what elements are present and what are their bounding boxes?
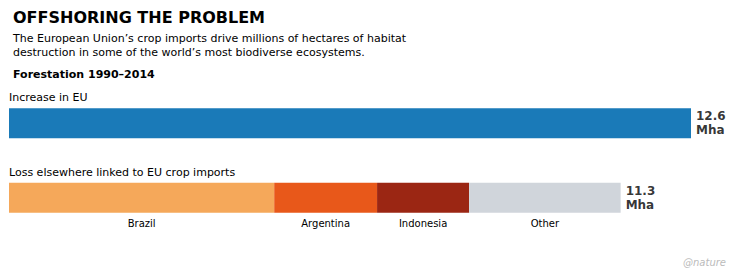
svg-text:Other: Other — [531, 218, 560, 229]
svg-text:Loss elsewhere linked to EU cr: Loss elsewhere linked to EU crop imports — [9, 166, 235, 179]
svg-text:Brazil: Brazil — [128, 218, 156, 229]
svg-text:12.6: 12.6 — [696, 109, 726, 123]
svg-text:Forestation: Forestation — [13, 68, 84, 81]
svg-text:The European Union’s crop impo: The European Union’s crop imports drive … — [12, 32, 407, 45]
svg-text:OFFSHORING THE PROBLEM: OFFSHORING THE PROBLEM — [13, 8, 265, 27]
svg-text:Mha: Mha — [626, 198, 655, 212]
svg-text:1990–2014: 1990–2014 — [84, 68, 155, 81]
svg-text:@nature: @nature — [683, 257, 726, 268]
svg-text:11.3: 11.3 — [626, 184, 656, 198]
svg-text:Increase in EU: Increase in EU — [9, 91, 88, 104]
svg-text:Indonesia: Indonesia — [399, 218, 447, 229]
svg-text:Mha: Mha — [696, 123, 725, 137]
svg-text:destruction in some of the wor: destruction in some of the world’s most … — [13, 46, 365, 59]
svg-text:Argentina: Argentina — [301, 218, 350, 229]
